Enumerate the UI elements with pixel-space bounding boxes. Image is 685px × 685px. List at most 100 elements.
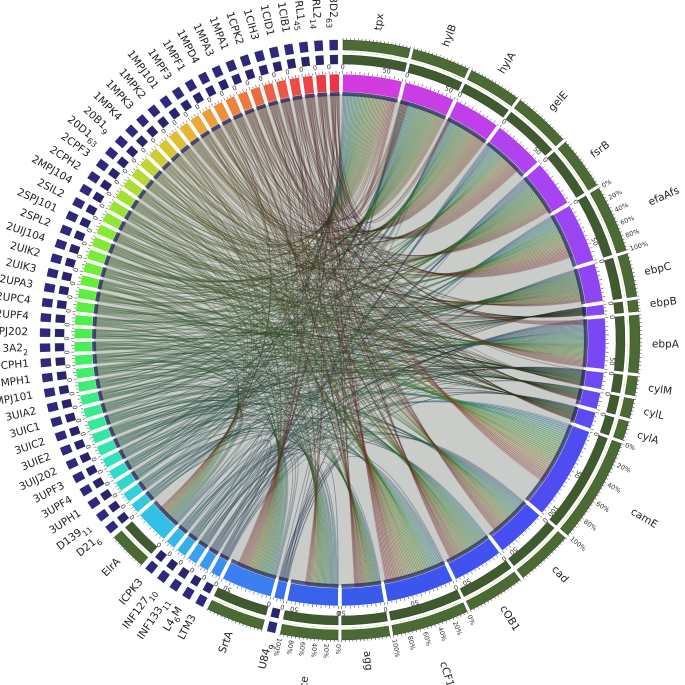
track-1CPK2 bbox=[239, 54, 256, 80]
segment-label-3CPH1: 3CPH1 bbox=[0, 358, 29, 373]
percent-scale-label: 80% bbox=[624, 227, 640, 239]
segment-label-ebpB: ebpB bbox=[649, 295, 677, 310]
tick-label: 0 bbox=[155, 540, 163, 549]
segment-ebpB: 0 bbox=[581, 301, 615, 317]
segment-ebpA: 0 50 bbox=[582, 315, 616, 370]
tick-label: 0 bbox=[139, 146, 148, 155]
tick-label: 50 bbox=[443, 84, 454, 95]
tick-label: 0 bbox=[299, 66, 304, 75]
segment-20D1_63: 0 bbox=[121, 166, 155, 190]
tick-label: 0 bbox=[182, 110, 190, 119]
segment-label-efaAfs: efaAfs bbox=[647, 184, 682, 208]
tick-label: 0 bbox=[130, 156, 139, 164]
segment-ring: 0 50 050 0050005000050000050100050050050050… bbox=[63, 63, 616, 617]
tick-label: 0 bbox=[266, 599, 272, 608]
track-20B1_9 bbox=[114, 135, 139, 158]
segment-label-2UIK2: 2UIK2 bbox=[9, 240, 42, 260]
segment-ElrA: 0 bbox=[137, 500, 179, 549]
track-SrtA bbox=[206, 587, 269, 632]
segment-2SPJ101: 0 bbox=[85, 223, 121, 243]
segment-label-cylM: cylM bbox=[647, 382, 673, 398]
segment-3CPH1: 0 bbox=[64, 353, 98, 369]
tick-label: 0 bbox=[500, 554, 508, 563]
tick-label: 0 bbox=[63, 322, 71, 327]
track-1CIB1 bbox=[283, 43, 297, 70]
tick-label: 0 bbox=[603, 391, 612, 397]
segment-1CIB1: 0 bbox=[285, 68, 303, 101]
segment-3UPH1: 0 bbox=[111, 470, 140, 499]
track-2UPJ202 bbox=[39, 328, 65, 338]
segment-3UIA2: 0 bbox=[71, 390, 104, 410]
percent-scale-label: 20% bbox=[451, 620, 464, 636]
segment-label-1CID1: 1CID1 bbox=[258, 3, 277, 37]
segment-3A2_2: 0 bbox=[63, 341, 97, 355]
segment-3MPJ101: 0 bbox=[68, 378, 101, 396]
segment-1MPD4: 0 bbox=[206, 96, 232, 126]
segment-2UIJ104: 0 bbox=[76, 248, 111, 266]
segment-1MPJ101: 0 bbox=[171, 118, 200, 146]
tick-label: 50 bbox=[222, 583, 233, 594]
tick-label: 0 bbox=[598, 411, 607, 417]
tick-label: 0 bbox=[66, 377, 75, 382]
track-1MPK2 bbox=[147, 104, 170, 129]
percent-scale-label: 20% bbox=[607, 188, 624, 202]
track-L4_6M bbox=[182, 574, 202, 600]
segment-label-cad: cad bbox=[549, 563, 571, 585]
tick-label: 50 bbox=[461, 576, 472, 587]
outer-tracks: 0%20%40%60%80%100%0%20%40%60%80%100%0%20… bbox=[39, 38, 649, 658]
segment-2SPL2: 0 bbox=[80, 235, 116, 254]
segment-SrtA: 0 50 bbox=[220, 558, 277, 608]
tick-label: 0 bbox=[111, 491, 120, 499]
track-3UIC2 bbox=[54, 425, 81, 442]
tick-label: 0 bbox=[218, 89, 225, 98]
segment-3UIJ202: 0 bbox=[90, 437, 121, 463]
percent-scale-label: 60% bbox=[421, 631, 433, 647]
percent-scale-label: 60% bbox=[297, 641, 307, 656]
segment-ICPK3: 0 bbox=[164, 524, 188, 558]
track-2UIJ104 bbox=[54, 238, 81, 255]
track-2CPH2 bbox=[87, 171, 113, 192]
percent-scale-label: 0% bbox=[334, 644, 342, 654]
track-13D2_63 bbox=[329, 39, 338, 65]
tick-label: 0 bbox=[452, 583, 459, 592]
percent-scale-label: 40% bbox=[613, 201, 629, 214]
track-INF127_10 bbox=[157, 558, 179, 584]
segment-label-cylA: cylA bbox=[635, 429, 660, 447]
tick-label: 0 bbox=[64, 364, 72, 369]
percent-scale-label: 40% bbox=[606, 481, 623, 495]
segment-18RL1_45: 0 bbox=[299, 66, 315, 99]
segment-2UPA3: 0 bbox=[66, 287, 101, 302]
segment-1CID1: 0 bbox=[271, 71, 291, 104]
track-18RL1_45 bbox=[298, 41, 311, 67]
track-2MPJ104 bbox=[79, 183, 105, 204]
tick-label: 0 bbox=[541, 156, 550, 164]
tick-label: 0 bbox=[63, 336, 71, 340]
tick-label: 0 bbox=[597, 258, 606, 264]
segment-label-18RL1_45: 18RL145 bbox=[287, 0, 307, 31]
segment-label-ace: ace bbox=[297, 676, 311, 685]
tick-label: 0 bbox=[75, 417, 84, 423]
segment-2UPJ202: 0 bbox=[63, 327, 97, 341]
segment-3MPH1: 0 bbox=[66, 366, 99, 383]
percent-scale-label: 100% bbox=[272, 637, 284, 657]
track-1CIH3 bbox=[254, 50, 269, 76]
segment-label-2UPC4: 2UPC4 bbox=[0, 290, 32, 306]
track-2UPA3 bbox=[43, 282, 70, 296]
tick-label: 0 bbox=[177, 557, 185, 566]
track-1MPD4 bbox=[197, 71, 217, 97]
segment-U84_9: 0 bbox=[273, 576, 289, 611]
tick-label: 0 bbox=[72, 267, 81, 273]
track-3UIA2 bbox=[46, 398, 73, 413]
track-3UPH1 bbox=[87, 489, 113, 510]
tick-label: 0 bbox=[189, 565, 197, 574]
track-gelE bbox=[505, 98, 565, 156]
segment-label-ebpC: ebpC bbox=[643, 260, 672, 278]
segment-cylL: 0 bbox=[575, 388, 612, 411]
track-cylL bbox=[606, 394, 637, 420]
tick-label: 0 bbox=[206, 96, 213, 105]
tick-label: 0 bbox=[113, 178, 122, 186]
percent-scale-label: 40% bbox=[309, 643, 318, 658]
percent-scale-label: 20% bbox=[615, 461, 631, 474]
segment-3UIC2: 0 bbox=[79, 414, 111, 437]
segment-L4_6M: 0 bbox=[197, 546, 219, 581]
